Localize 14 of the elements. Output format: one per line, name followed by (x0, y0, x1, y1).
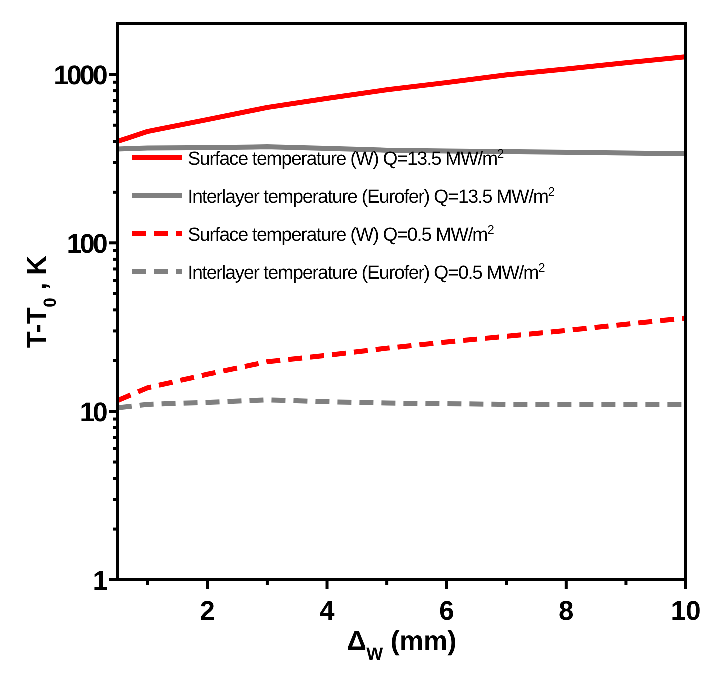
y-tick-label: 1000 (54, 60, 107, 91)
y-tick-label: 10 (80, 398, 107, 428)
x-axis-title: Δ$_{W}$ (mm) (347, 626, 457, 664)
x-tick-label: 6 (439, 596, 454, 626)
legend-label: Surface temperature (W) Q=13.5 MW/m$^{2}$ (188, 147, 504, 170)
legend-label: Interlayer temperature (Eurofer) Q=0.5 MW/m$^{2}$ (188, 261, 546, 284)
legend-label: Surface temperature (W) Q=0.5 MW/m$^{2}$ (188, 223, 495, 246)
x-tick-label: 2 (200, 596, 216, 626)
x-tick-label: 10 (670, 596, 702, 626)
x-tick-label: 8 (558, 596, 574, 626)
x-tick-label: 4 (320, 596, 335, 626)
y-tick-label: 1 (92, 566, 108, 596)
y-tick-label: 100 (66, 229, 107, 260)
legend-label: Interlayer temperature (Eurofer) Q=13.5 MW/m$^{2}$ (188, 185, 556, 208)
